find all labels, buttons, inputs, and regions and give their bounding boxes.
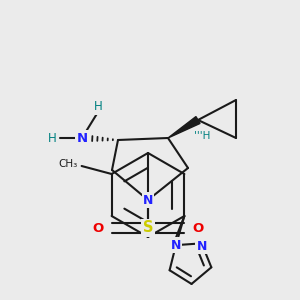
Text: N: N <box>171 238 181 252</box>
Text: O: O <box>192 221 204 235</box>
Text: H: H <box>94 100 102 113</box>
Text: N: N <box>143 194 153 206</box>
Polygon shape <box>168 117 200 138</box>
Text: H: H <box>48 131 57 145</box>
Text: '''H: '''H <box>194 131 210 141</box>
Text: N: N <box>196 240 207 253</box>
Text: S: S <box>143 220 153 236</box>
Text: O: O <box>92 221 104 235</box>
Text: N: N <box>76 131 88 145</box>
Text: CH₃: CH₃ <box>58 159 78 169</box>
